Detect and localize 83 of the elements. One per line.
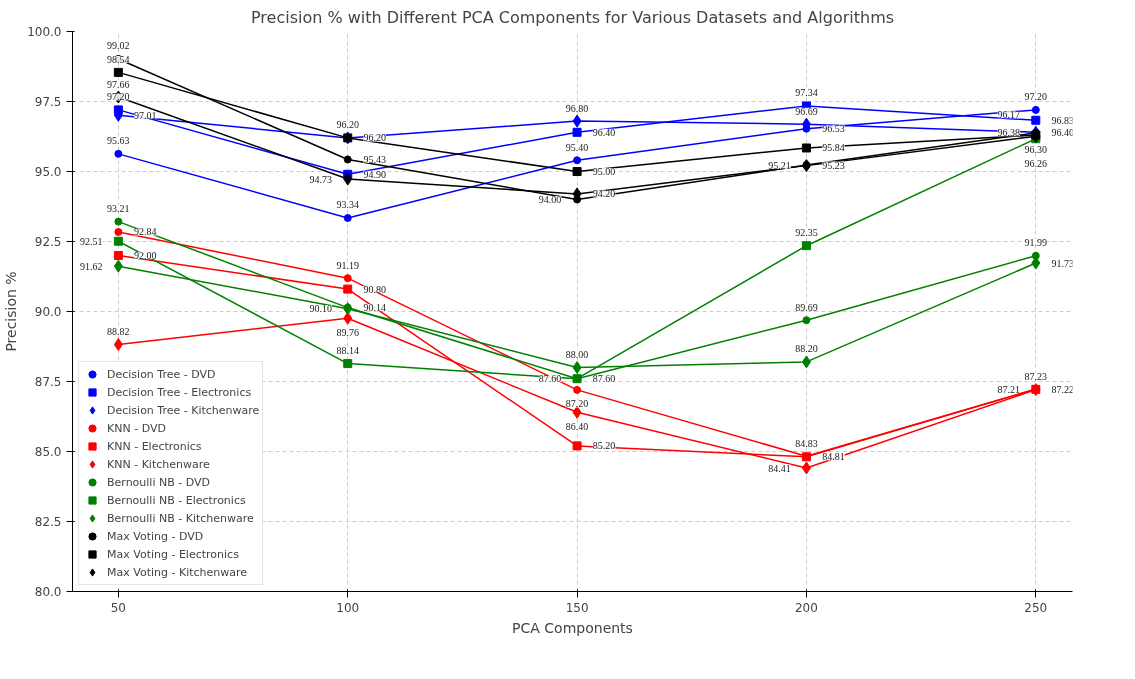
data-label: 92.84 bbox=[134, 226, 157, 238]
data-label: 84.41 bbox=[768, 462, 791, 474]
data-label: 96.69 bbox=[795, 105, 818, 117]
chart-title: Precision % with Different PCA Components for Various Datasets and Algorithms bbox=[250, 7, 895, 27]
legend-label: Max Voting - DVD bbox=[107, 528, 204, 545]
y-tick-label: 90.0 bbox=[34, 305, 62, 319]
data-label: 95.00 bbox=[592, 166, 616, 177]
data-label: 90.80 bbox=[363, 283, 386, 295]
data-label: 88.20 bbox=[795, 343, 818, 355]
data-label: 84.83 bbox=[795, 437, 818, 449]
legend-label: Decision Tree - Kitchenware bbox=[107, 402, 260, 419]
y-tick-label: 85.0 bbox=[34, 445, 62, 459]
data-label: 88.82 bbox=[107, 326, 130, 338]
legend-label: Bernoulli NB - DVD bbox=[107, 474, 210, 491]
data-label: 94.20 bbox=[592, 188, 616, 200]
data-label: 90.14 bbox=[363, 302, 386, 314]
x-tick-label: 100 bbox=[336, 600, 360, 615]
data-label: 89.76 bbox=[336, 326, 359, 338]
data-label: 90.10 bbox=[309, 303, 332, 315]
y-tick-label: 95.0 bbox=[34, 165, 62, 179]
data-label: 92.35 bbox=[795, 227, 818, 239]
y-tick-label: 87.5 bbox=[34, 375, 62, 389]
data-label: 95.43 bbox=[363, 153, 386, 165]
data-label: 96.80 bbox=[565, 102, 589, 114]
data-label: 87.60 bbox=[538, 373, 562, 385]
legend-label: KNN - DVD bbox=[107, 420, 166, 437]
data-label: 87.21 bbox=[997, 384, 1021, 396]
legend-label: KNN - Electronics bbox=[107, 438, 202, 455]
data-label: 96.20 bbox=[363, 132, 386, 144]
legend-label: Decision Tree - DVD bbox=[107, 366, 216, 383]
data-label: 95.63 bbox=[107, 135, 130, 147]
data-label: 97.34 bbox=[795, 87, 818, 99]
data-label: 93.21 bbox=[107, 203, 130, 215]
y-tick-label: 100.0 bbox=[27, 25, 62, 39]
data-label: 96.40 bbox=[592, 126, 616, 138]
data-label: 96.30 bbox=[1024, 143, 1048, 155]
legend-label: Bernoulli NB - Kitchenware bbox=[107, 510, 254, 527]
data-label: 95.84 bbox=[822, 142, 845, 154]
data-label: 97.01 bbox=[134, 109, 157, 121]
data-label: 96.20 bbox=[336, 119, 359, 131]
data-label: 94.00 bbox=[538, 194, 562, 205]
data-label: 86.40 bbox=[565, 420, 589, 432]
data-label: 99.02 bbox=[107, 40, 130, 52]
data-label: 95.40 bbox=[565, 141, 589, 153]
x-tick-label: 250 bbox=[1024, 600, 1048, 615]
data-label: 97.66 bbox=[107, 78, 130, 90]
data-label: 91.99 bbox=[1024, 237, 1048, 249]
data-label: 93.34 bbox=[336, 199, 359, 211]
data-label: 87.60 bbox=[592, 373, 616, 385]
x-tick-label: 200 bbox=[794, 600, 818, 615]
y-tick-label: 92.5 bbox=[34, 235, 62, 249]
data-label: 92.00 bbox=[134, 250, 157, 261]
x-axis-title: PCA Components bbox=[512, 619, 633, 636]
y-tick-label: 82.5 bbox=[34, 515, 62, 529]
y-tick-label: 97.5 bbox=[34, 95, 62, 109]
y-tick-label: 80.0 bbox=[34, 585, 62, 599]
data-label: 88.14 bbox=[336, 345, 359, 357]
x-tick-label: 150 bbox=[565, 600, 589, 615]
data-label: 95.21 bbox=[768, 160, 791, 172]
data-label: 88.00 bbox=[565, 349, 589, 360]
data-label: 84.81 bbox=[822, 451, 845, 463]
data-label: 87.20 bbox=[565, 398, 589, 410]
data-label: 94.73 bbox=[309, 173, 332, 185]
data-label: 91.19 bbox=[336, 259, 359, 271]
data-label: 87.23 bbox=[1024, 370, 1048, 382]
data-label: 96.53 bbox=[822, 123, 845, 135]
data-label: 89.69 bbox=[795, 301, 818, 313]
x-tick-label: 50 bbox=[110, 600, 127, 615]
data-label: 95.23 bbox=[822, 159, 845, 171]
legend-label: Bernoulli NB - Electronics bbox=[107, 492, 246, 509]
data-label: 94.90 bbox=[363, 168, 386, 180]
data-label: 92.51 bbox=[80, 235, 103, 247]
y-axis-title: Precision % bbox=[3, 271, 20, 352]
data-label: 97.20 bbox=[1024, 91, 1048, 103]
data-label: 96.26 bbox=[1024, 157, 1048, 169]
legend-label: Max Voting - Kitchenware bbox=[107, 564, 248, 581]
data-label: 85.20 bbox=[592, 440, 616, 452]
legend-label: KNN - Kitchenware bbox=[107, 456, 210, 473]
data-label: 91.62 bbox=[80, 260, 103, 272]
legend-label: Max Voting - Electronics bbox=[107, 546, 239, 563]
data-label: 96.38 bbox=[997, 127, 1021, 139]
legend-label: Decision Tree - Electronics bbox=[107, 384, 252, 401]
data-label: 96.17 bbox=[997, 109, 1021, 121]
